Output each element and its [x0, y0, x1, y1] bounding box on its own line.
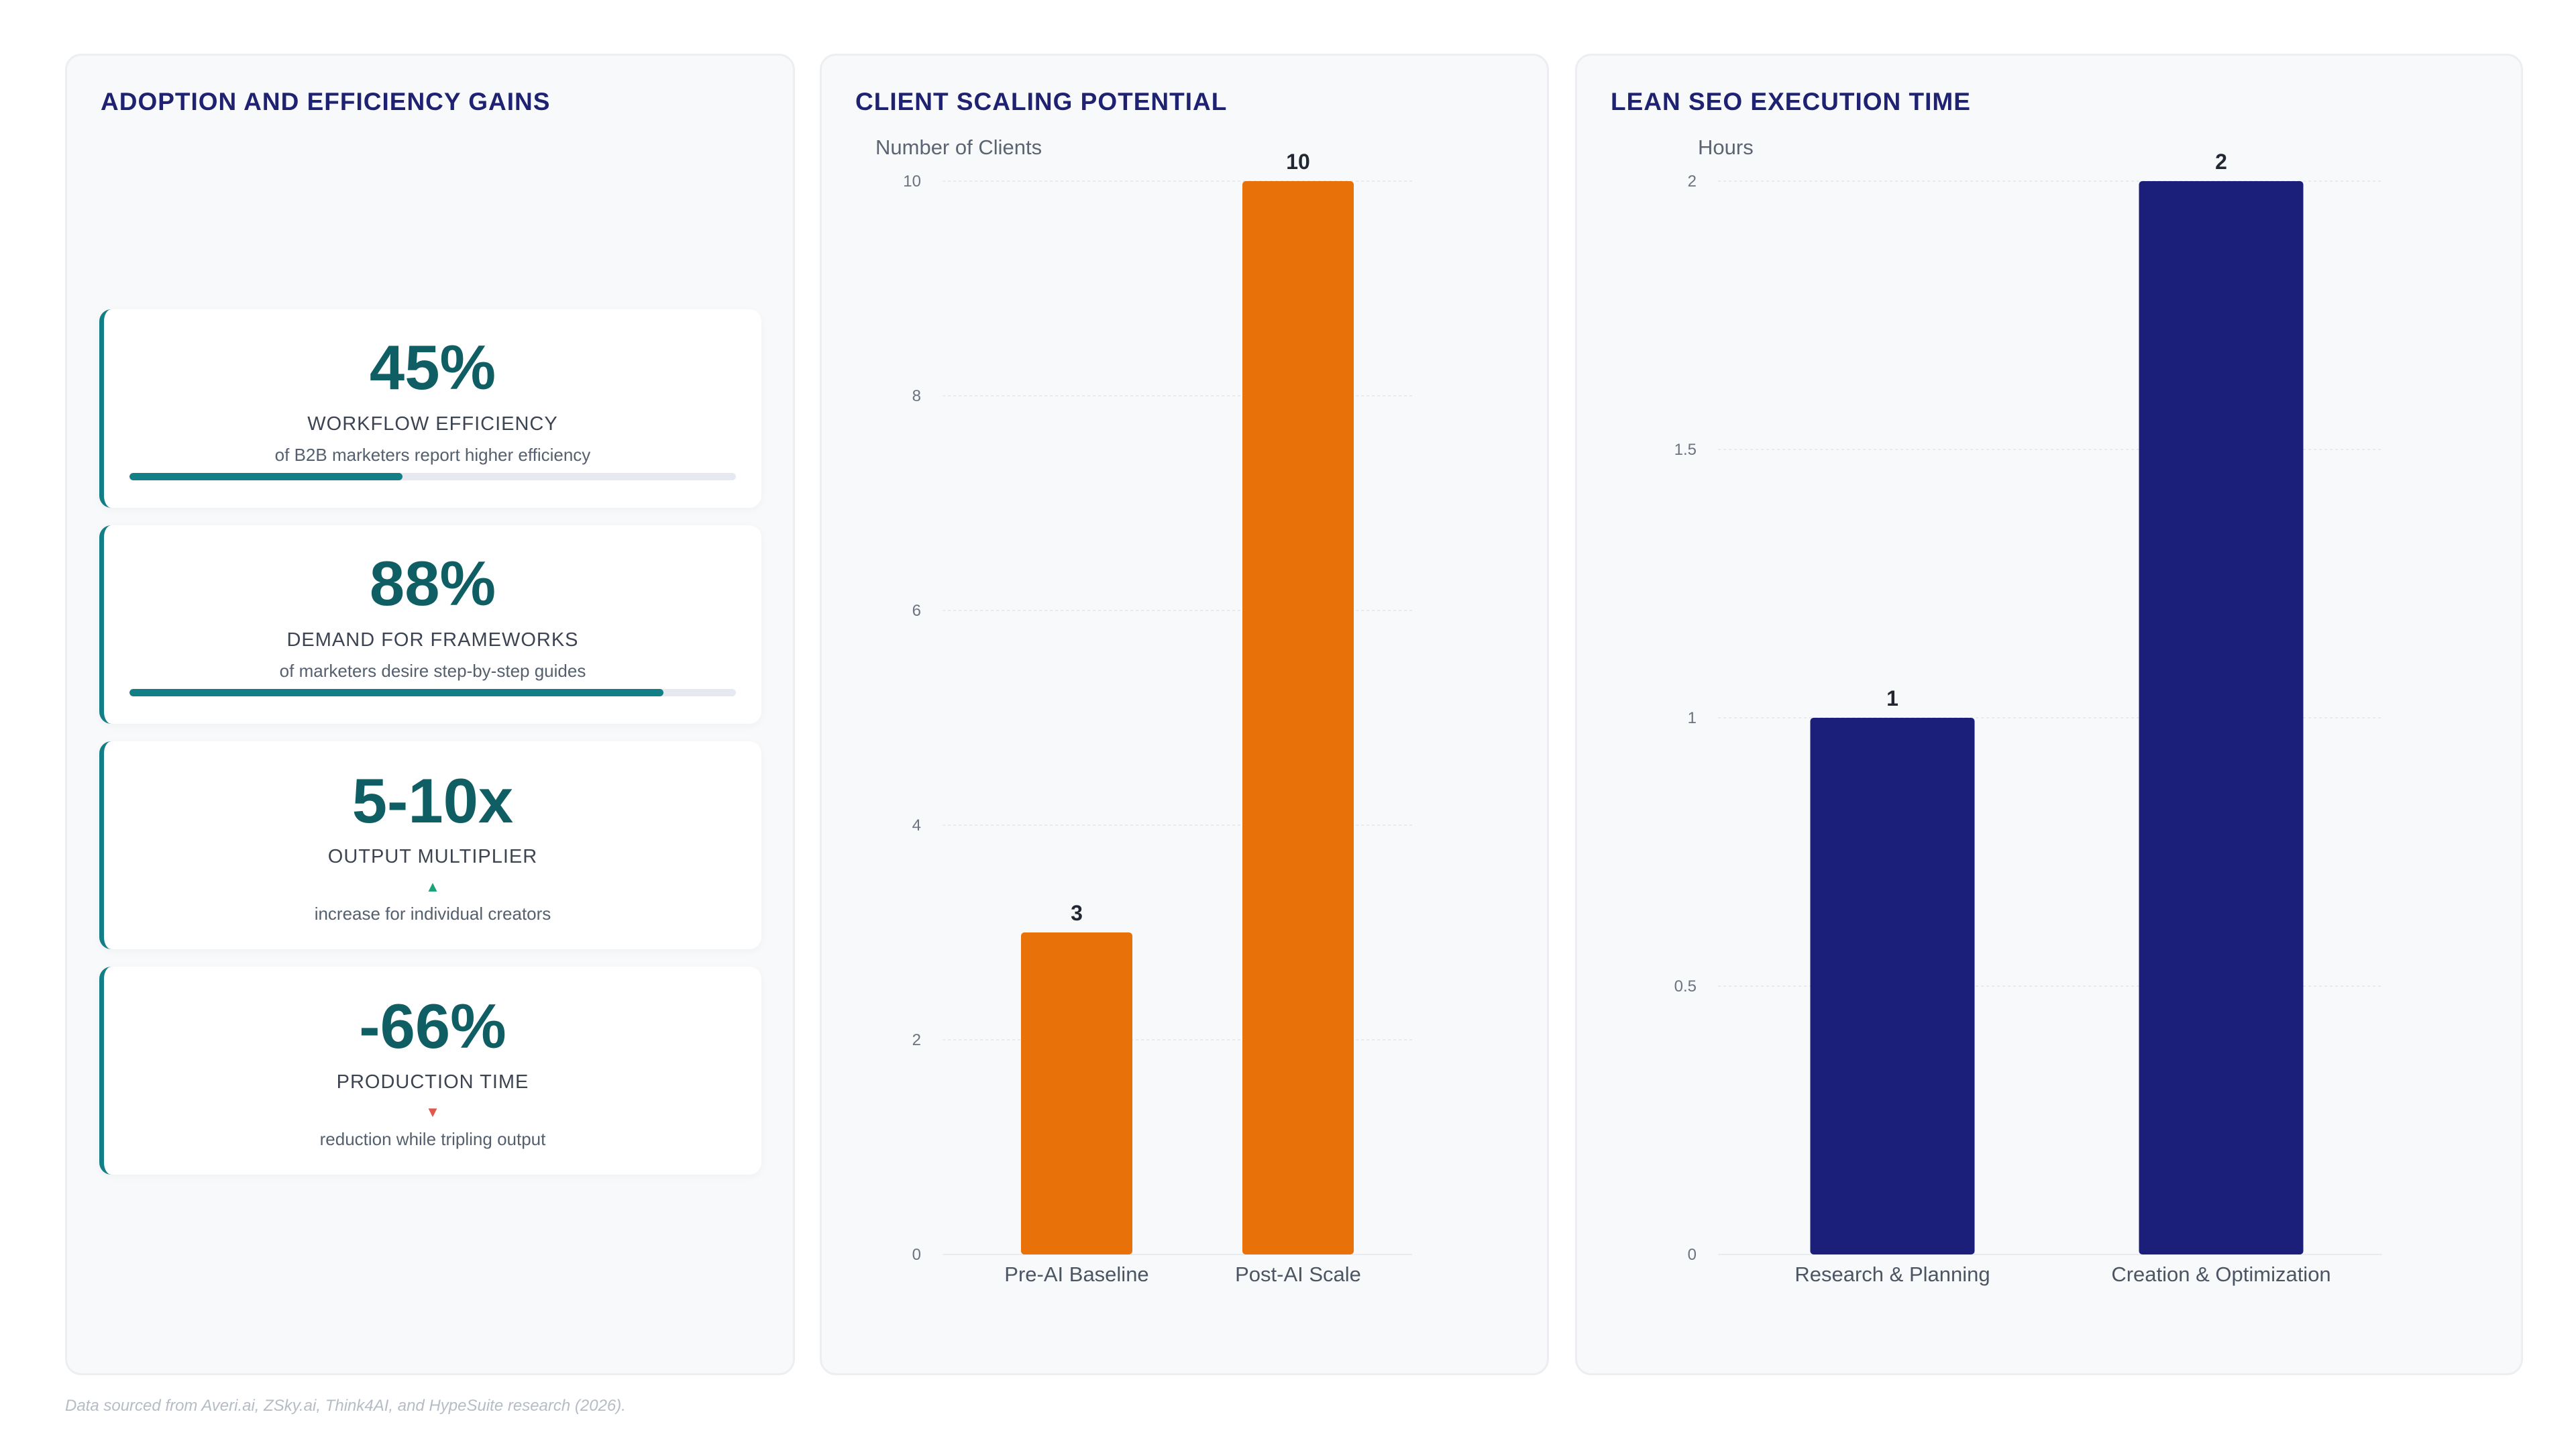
data-label: 10	[1286, 150, 1310, 174]
kpi-card-output-multiplier: 5-10x OUTPUT MULTIPLIER ▲ increase for i…	[99, 741, 761, 949]
chart-title: CLIENT SCALING POTENTIAL	[855, 88, 1228, 115]
data-label: 3	[1071, 901, 1083, 925]
trend-up-icon: ▲	[425, 878, 440, 895]
kpi-label: OUTPUT MULTIPLIER	[327, 846, 538, 867]
y-tick-label: 1.5	[1674, 441, 1697, 459]
y-tick-label: 0.5	[1674, 977, 1697, 996]
kpi-value: 88%	[369, 548, 496, 619]
kpi-subtext: reduction while tripling output	[319, 1129, 546, 1149]
kpi-value: 45%	[369, 332, 496, 402]
kpi-label: DEMAND FOR FRAMEWORKS	[286, 629, 579, 651]
x-tick-label: Research & Planning	[1794, 1263, 1990, 1286]
y-tick-label: 10	[903, 172, 921, 191]
client-scaling-chart: Number of Clients 0 2 4 6 8 10 3 Pre-AI Baseline…	[875, 136, 1412, 1286]
kpi-panel: ADOPTION AND EFFICIENCY GAINS 45% WORKFL…	[65, 54, 795, 1375]
kpi-subtext: of marketers desire step-by-step guides	[279, 661, 586, 681]
kpi-card-workflow-efficiency: 45% WORKFLOW EFFICIENCY of B2B marketers…	[99, 309, 761, 508]
progress-bar	[129, 473, 736, 480]
y-tick-label: 1	[1688, 709, 1697, 727]
progress-fill	[129, 473, 402, 480]
chart-title: LEAN SEO EXECUTION TIME	[1611, 88, 1971, 115]
bar	[1810, 718, 1975, 1254]
kpi-value: 5-10x	[352, 765, 514, 836]
kpi-card-production-time: -66% PRODUCTION TIME ▼ reduction while t…	[99, 967, 761, 1175]
y-tick-label: 6	[912, 602, 921, 620]
y-tick-label: 0	[912, 1246, 921, 1264]
y-axis-label: Hours	[1698, 136, 1754, 159]
progress-bar	[129, 689, 736, 696]
y-axis-label: Number of Clients	[875, 136, 1042, 159]
kpi-card-demand-for-frameworks: 88% DEMAND FOR FRAMEWORKS of marketers d…	[99, 525, 761, 724]
y-tick-label: 8	[912, 387, 921, 405]
kpi-value: -66%	[359, 991, 506, 1061]
y-tick-label: 2	[912, 1031, 921, 1049]
y-tick-label: 4	[912, 816, 921, 835]
trend-down-icon: ▼	[425, 1104, 440, 1120]
x-tick-label: Post-AI Scale	[1235, 1263, 1361, 1286]
progress-fill	[129, 689, 663, 696]
kpi-subtext: increase for individual creators	[314, 904, 551, 924]
footer-source-note: Data sourced from Averi.ai, ZSky.ai, Thi…	[65, 1397, 626, 1415]
x-tick-label: Creation & Optimization	[2111, 1263, 2330, 1286]
x-tick-label: Pre-AI Baseline	[1004, 1263, 1148, 1286]
bar	[2139, 181, 2304, 1254]
y-tick-label: 0	[1688, 1246, 1697, 1264]
kpi-panel-title: ADOPTION AND EFFICIENCY GAINS	[101, 88, 551, 115]
client-scaling-panel: CLIENT SCALING POTENTIAL Number of Clien…	[820, 54, 1549, 1375]
seo-execution-chart: Hours 0 0.5 1 1.5 2 1 Research & Planning 2 Creat…	[1674, 136, 2382, 1286]
y-tick-label: 2	[1688, 172, 1697, 191]
kpi-label: WORKFLOW EFFICIENCY	[307, 413, 558, 435]
bar	[1242, 181, 1354, 1254]
data-label: 2	[2215, 150, 2227, 174]
seo-execution-panel: LEAN SEO EXECUTION TIME Hours 0 0.5 1 1.5 2 1 R…	[1575, 54, 2523, 1375]
kpi-subtext: of B2B marketers report higher efficienc…	[274, 445, 591, 465]
data-label: 1	[1886, 686, 1898, 710]
kpi-label: PRODUCTION TIME	[336, 1071, 529, 1093]
bar	[1021, 932, 1132, 1254]
